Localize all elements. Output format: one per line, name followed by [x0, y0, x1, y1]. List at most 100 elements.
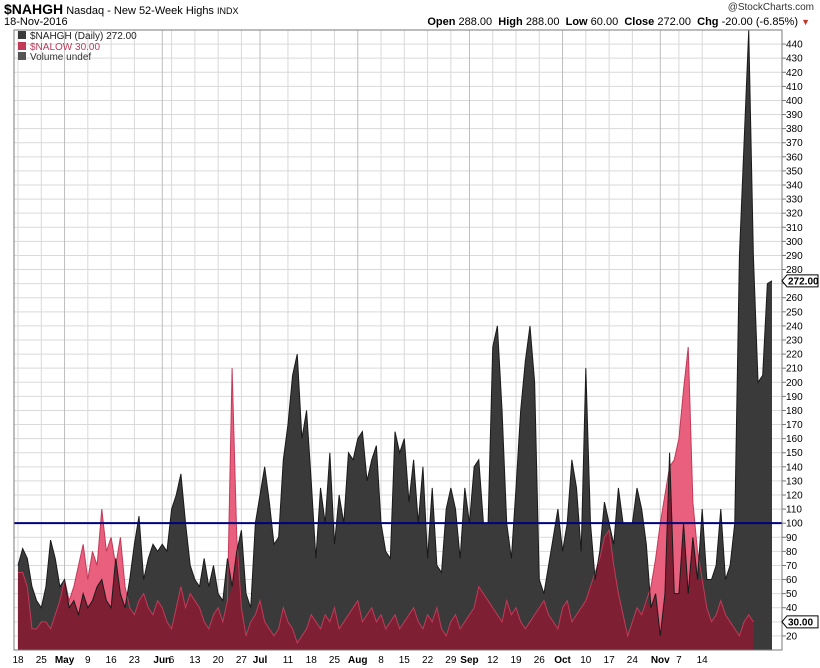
- y-tick-label: 150: [786, 448, 803, 459]
- y-tick-label: 90: [786, 533, 798, 544]
- x-tick-label: 29: [445, 655, 457, 666]
- legend-label-nahgh: $NAHGH (Daily) 272.00: [30, 31, 137, 42]
- x-tick-label: Jun: [153, 655, 171, 666]
- nalow-line: [18, 346, 754, 645]
- x-tick-label: 10: [580, 655, 592, 666]
- y-tick-label: 60: [786, 575, 798, 586]
- y-tick-label: 210: [786, 364, 803, 375]
- y-axis: 2030405060708090100110120130140150160170…: [782, 40, 803, 642]
- last-value-tag-nalow: [781, 615, 819, 629]
- title-row: $NAHGH Nasdaq - New 52-Week Highs INDX: [4, 1, 239, 17]
- x-tick-label: 27: [236, 655, 248, 666]
- last-value-nalow: 30.00: [788, 617, 813, 628]
- x-tick-label: 12: [487, 655, 499, 666]
- y-tick-label: 240: [786, 321, 803, 332]
- x-tick-label: Jul: [253, 655, 268, 666]
- legend-label-volume: Volume undef: [30, 52, 91, 63]
- y-tick-label: 170: [786, 420, 803, 431]
- x-tick-label: 20: [213, 655, 225, 666]
- y-tick-label: 180: [786, 406, 803, 417]
- x-tick-label: 15: [399, 655, 411, 666]
- y-tick-label: 330: [786, 195, 803, 206]
- y-tick-label: 130: [786, 476, 803, 487]
- y-tick-label: 380: [786, 124, 803, 135]
- y-tick-label: 340: [786, 181, 803, 192]
- y-tick-label: 80: [786, 547, 798, 558]
- chart-date: 18-Nov-2016: [4, 16, 68, 28]
- change-down-icon: ▼: [801, 17, 810, 27]
- x-tick-label: 13: [189, 655, 201, 666]
- y-tick-label: 70: [786, 561, 798, 572]
- x-tick-label: 8: [378, 655, 384, 666]
- y-tick-label: 420: [786, 68, 803, 79]
- x-tick-label: Oct: [554, 655, 571, 666]
- close-label: Close: [624, 16, 655, 28]
- y-tick-label: 370: [786, 138, 803, 149]
- ohlc-bar: Open 288.00 High 288.00 Low 60.00 Close …: [427, 16, 810, 28]
- x-tick-label: May: [55, 655, 75, 666]
- y-tick-label: 290: [786, 251, 803, 262]
- legend-swatch-volume: [18, 52, 26, 60]
- change-label: Chg: [697, 16, 719, 28]
- open-value: 288.00: [458, 16, 493, 28]
- x-tick-label: 22: [422, 655, 434, 666]
- x-tick-label: 19: [510, 655, 522, 666]
- exchange-label: INDX: [217, 6, 239, 16]
- y-tick-label: 440: [786, 40, 803, 51]
- x-tick-label: 26: [534, 655, 546, 666]
- open-label: Open: [427, 16, 456, 28]
- y-tick-label: 140: [786, 462, 803, 473]
- copyright: @StockCharts.com: [727, 2, 814, 13]
- low-value: 60.00: [590, 16, 619, 28]
- x-tick-label: 14: [697, 655, 709, 666]
- x-tick-label: 25: [36, 655, 48, 666]
- y-tick-label: 360: [786, 152, 803, 163]
- x-tick-label: 9: [85, 655, 91, 666]
- y-tick-label: 250: [786, 307, 803, 318]
- legend-swatch-nalow: [18, 42, 26, 50]
- nahgh-area: [18, 30, 772, 650]
- ticker-symbol: $NAHGH: [4, 1, 64, 17]
- low-label: Low: [565, 16, 588, 28]
- x-tick-label: 16: [106, 655, 118, 666]
- y-tick-label: 390: [786, 110, 803, 121]
- close-value: 272.00: [657, 16, 691, 28]
- x-tick-label: 24: [627, 655, 639, 666]
- x-tick-label: Sep: [460, 655, 478, 666]
- x-tick-label: 25: [329, 655, 341, 666]
- last-value-labels: 272.00 30.00: [781, 274, 819, 629]
- high-label: High: [498, 16, 523, 28]
- y-tick-label: 320: [786, 209, 803, 220]
- y-tick-label: 100: [786, 519, 803, 530]
- chart-description: Nasdaq - New 52-Week Highs: [66, 5, 214, 17]
- y-tick-label: 400: [786, 96, 803, 107]
- x-tick-label: 17: [604, 655, 616, 666]
- x-tick-label: 18: [12, 655, 24, 666]
- last-value-nahgh: 272.00: [788, 276, 819, 287]
- y-tick-label: 430: [786, 54, 803, 65]
- y-tick-label: 230: [786, 336, 803, 347]
- y-tick-label: 410: [786, 82, 803, 93]
- x-tick-label: Nov: [651, 655, 670, 666]
- x-tick-label: 18: [306, 655, 318, 666]
- y-tick-label: 280: [786, 265, 803, 276]
- high-value: 288.00: [525, 16, 560, 28]
- x-tick-label: 11: [283, 655, 294, 666]
- last-value-tag-nahgh: [781, 274, 819, 288]
- y-tick-label: 300: [786, 237, 803, 248]
- series-areas: [17, 29, 773, 650]
- legend-label-nalow: $NALOW 30.00: [30, 42, 100, 53]
- y-tick-label: 190: [786, 392, 803, 403]
- legend: $NAHGH (Daily) 272.00 $NALOW 30.00 Volum…: [18, 31, 137, 63]
- y-tick-label: 310: [786, 223, 803, 234]
- x-tick-label: 23: [129, 655, 141, 666]
- y-tick-label: 260: [786, 293, 803, 304]
- change-value: -20.00 (-6.85%): [721, 16, 799, 28]
- y-tick-label: 40: [786, 603, 798, 614]
- y-tick-label: 110: [786, 505, 802, 516]
- y-tick-label: 350: [786, 166, 803, 177]
- y-tick-label: 200: [786, 378, 803, 389]
- y-tick-label: 120: [786, 491, 803, 502]
